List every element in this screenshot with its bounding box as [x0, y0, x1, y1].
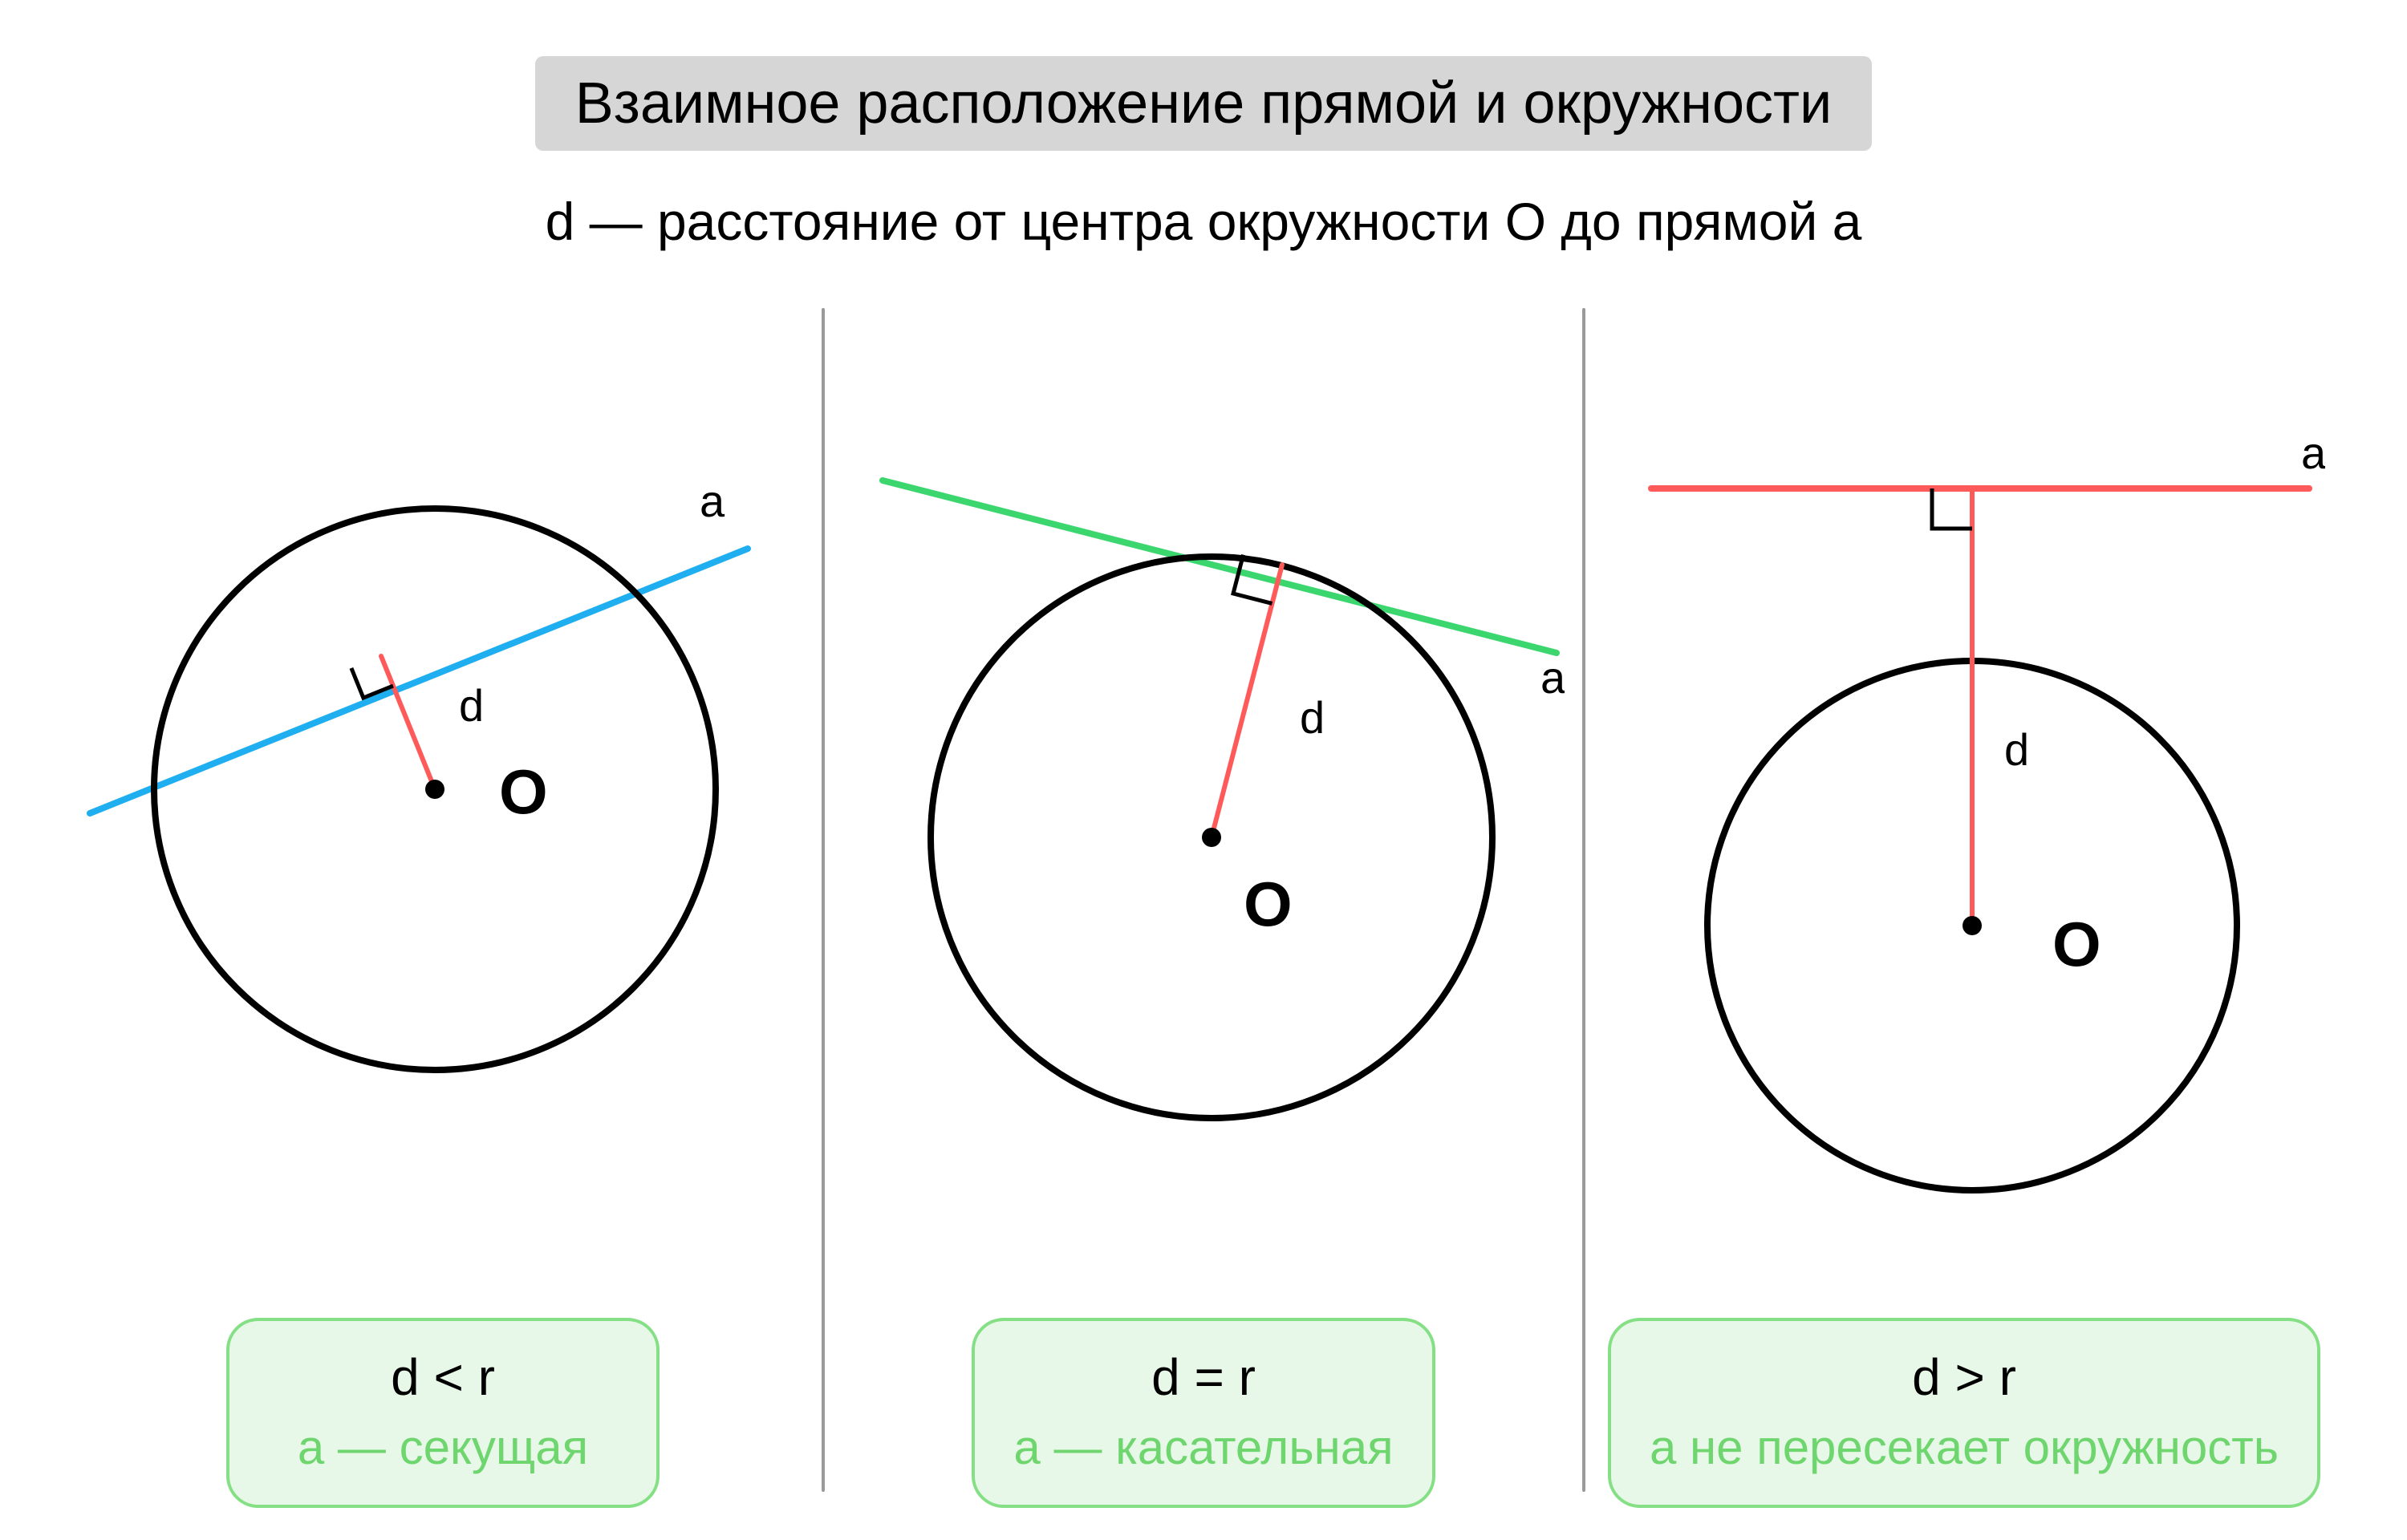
- center-dot: [1963, 916, 1982, 935]
- caption-tangent: d = r a — касательная: [972, 1318, 1435, 1508]
- diagram-page: Взаимное расположение прямой и окружност…: [0, 0, 2407, 1540]
- center-dot: [1202, 828, 1221, 847]
- distance-label: d: [1300, 692, 1325, 743]
- line-label: a: [2301, 428, 2325, 478]
- right-angle-icon: [1932, 488, 1972, 529]
- center-label: O: [2052, 909, 2101, 979]
- page-title: Взаимное расположение прямой и окружност…: [535, 56, 1872, 151]
- relation-label: d > r: [1650, 1345, 2279, 1409]
- figure-tangent: a d O: [841, 292, 1566, 1318]
- distance-label: d: [459, 680, 484, 731]
- description-label: a — секущая: [268, 1417, 618, 1477]
- line-a: [90, 549, 748, 813]
- description-label: a — касательная: [1013, 1417, 1393, 1477]
- center-label: O: [1244, 869, 1293, 939]
- center-dot: [425, 780, 444, 799]
- relation-label: d < r: [268, 1345, 618, 1409]
- panel-tangent: a d O d = r a — касательная: [825, 292, 1582, 1508]
- panels-row: adO d < r a — секущая adO d = r a — каса…: [64, 292, 2343, 1508]
- line-label: a: [1540, 652, 1565, 703]
- distance-label: d: [2004, 724, 2029, 775]
- figure-secant: a dO: [80, 292, 806, 1318]
- line-a: [883, 480, 1557, 653]
- caption-outside: d > r a не пересекает окружность: [1608, 1318, 2320, 1508]
- caption-secant: d < r a — секущая: [226, 1318, 660, 1508]
- panel-outside: a d O d > r a не пересекает окружность: [1585, 292, 2343, 1508]
- center-label: O: [499, 756, 548, 827]
- page-subtitle: d — расстояние от центра окружности O до…: [546, 191, 1862, 252]
- figure-outside: a d O: [1601, 292, 2327, 1318]
- description-label: a не пересекает окружность: [1650, 1417, 2279, 1477]
- relation-label: d = r: [1013, 1345, 1393, 1409]
- distance-segment: [1212, 565, 1282, 837]
- panel-secant: a dO d < r a — секущая: [64, 292, 822, 1508]
- line-label: a: [700, 476, 725, 526]
